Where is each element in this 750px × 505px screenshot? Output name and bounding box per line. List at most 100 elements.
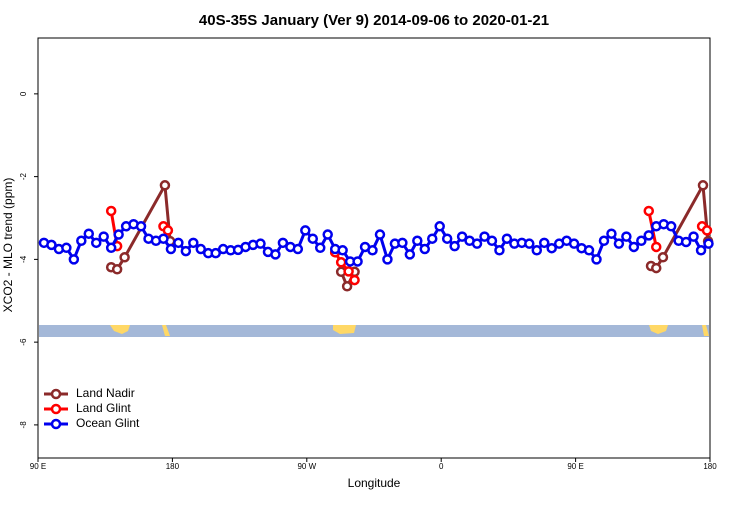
data-point — [105, 242, 117, 254]
x-tick-label: 180 — [166, 462, 180, 471]
data-point — [307, 233, 319, 244]
data-point — [441, 233, 453, 244]
data-point — [292, 243, 304, 255]
data-point — [111, 264, 123, 275]
data-point — [636, 235, 647, 247]
data-point — [606, 228, 617, 239]
legend-label: Land Glint — [76, 401, 131, 415]
data-point — [486, 235, 498, 247]
data-point — [665, 221, 677, 232]
data-point — [531, 245, 543, 256]
data-point — [277, 237, 289, 249]
data-point — [68, 254, 80, 265]
ocean-strip — [39, 325, 709, 337]
data-point — [210, 247, 221, 259]
data-point — [688, 231, 699, 242]
data-point — [650, 241, 662, 253]
data-point — [701, 225, 713, 236]
data-point — [119, 252, 130, 263]
data-point — [628, 241, 640, 253]
data-point — [165, 243, 177, 255]
data-point — [337, 245, 348, 256]
data-point — [270, 249, 281, 260]
chart-title: 40S-35S January (Ver 9) 2014-09-06 to 20… — [199, 12, 549, 29]
data-point — [61, 242, 72, 254]
data-point — [255, 238, 266, 249]
data-point — [643, 230, 655, 241]
land-patch — [649, 325, 668, 334]
land-patch — [110, 325, 130, 334]
land-patch — [333, 325, 356, 334]
data-point — [695, 245, 707, 256]
y-tick-label: -4 — [19, 255, 28, 263]
data-point — [382, 254, 393, 265]
data-point — [434, 221, 445, 232]
data-point — [374, 229, 386, 240]
data-point — [335, 257, 347, 268]
data-point — [591, 254, 602, 265]
x-tick-label: 90 W — [297, 462, 316, 471]
legend-marker — [50, 403, 62, 415]
land-patch — [162, 325, 170, 336]
data-point — [352, 256, 363, 267]
data-point — [471, 238, 483, 249]
data-point — [300, 225, 311, 236]
data-point — [349, 274, 360, 286]
data-point — [657, 252, 669, 263]
data-point — [83, 228, 95, 239]
data-point — [538, 237, 550, 249]
data-point — [419, 243, 431, 255]
legend-marker — [50, 418, 62, 430]
data-point — [162, 225, 174, 236]
y-tick-label: -6 — [19, 338, 28, 346]
y-tick-label: 0 — [19, 91, 28, 96]
data-point — [105, 205, 117, 217]
data-point — [322, 229, 333, 240]
x-axis-label: Longitude — [348, 476, 401, 490]
data-point — [524, 238, 535, 249]
data-point — [343, 266, 354, 277]
data-point — [621, 231, 632, 242]
data-point — [113, 229, 124, 240]
data-point — [180, 245, 192, 257]
data-point — [680, 236, 692, 248]
data-point — [546, 242, 557, 254]
data-point — [188, 237, 199, 249]
legend-marker — [50, 388, 62, 400]
data-point — [613, 238, 625, 249]
y-tick-label: -2 — [19, 173, 28, 181]
data-point — [135, 221, 147, 232]
data-point — [159, 180, 171, 191]
data-point — [412, 235, 423, 247]
data-point — [479, 231, 490, 242]
data-point — [643, 205, 655, 217]
y-tick-label: -8 — [19, 421, 28, 429]
data-point — [98, 231, 109, 242]
data-point — [314, 242, 326, 254]
series-line — [333, 251, 356, 281]
x-tick-label: 0 — [439, 462, 444, 471]
data-point — [449, 240, 460, 252]
land-patch — [702, 325, 709, 336]
data-point — [568, 238, 580, 249]
x-tick-label: 90 E — [567, 462, 583, 471]
data-point — [494, 245, 505, 256]
data-point — [173, 237, 184, 249]
data-point — [650, 262, 662, 274]
y-axis-label: XCO2 - MLO trend (ppm) — [1, 178, 15, 313]
data-point — [397, 237, 408, 249]
data-point — [404, 249, 416, 260]
x-tick-label: 90 E — [30, 462, 46, 471]
data-point — [46, 239, 57, 251]
data-point — [195, 243, 207, 255]
data-point — [501, 233, 513, 244]
data-point — [90, 237, 102, 249]
data-point — [158, 233, 169, 244]
data-point — [583, 245, 595, 256]
data-point — [598, 235, 610, 247]
data-point — [426, 233, 438, 244]
data-point — [367, 245, 378, 256]
data-point — [697, 180, 709, 191]
